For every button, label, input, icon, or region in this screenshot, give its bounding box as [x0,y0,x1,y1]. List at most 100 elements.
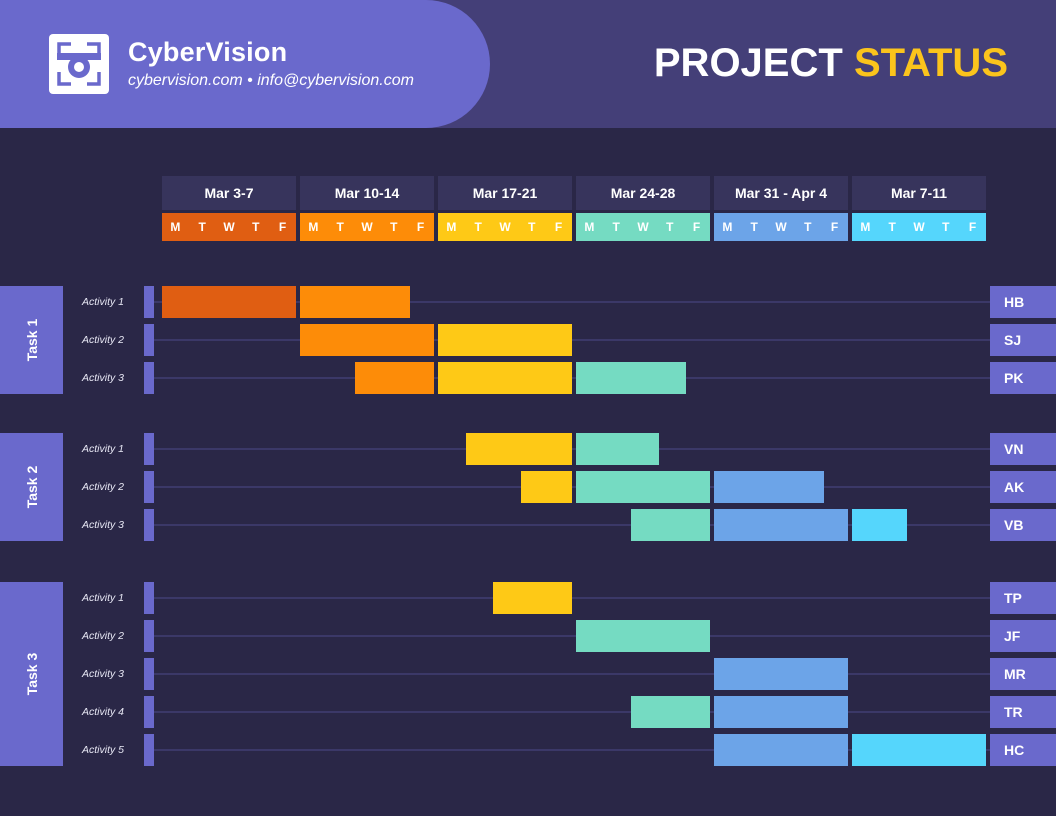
activity-bar[interactable] [576,433,659,465]
activity-bar[interactable] [631,509,710,541]
activity-bar[interactable] [300,324,434,356]
activity-bar[interactable] [576,362,687,394]
activity-bar[interactable] [852,734,986,766]
day-letter: W [637,220,649,234]
activity-bar[interactable] [355,362,434,394]
day-letter: T [252,220,260,234]
row-gridline [154,524,990,526]
assignee-badge: TR [990,696,1056,728]
activity-label: Activity 3 [81,519,124,531]
assignee-badge: PK [990,362,1056,394]
day-letter: T [750,220,758,234]
week-header: Mar 10-14 [300,176,434,210]
task-name: Task 2 [23,465,40,509]
activity-marker [144,582,154,614]
activity-bar[interactable] [465,433,572,465]
activity-bar[interactable] [576,620,710,652]
day-letter: T [888,220,896,234]
page-title: PROJECT STATUS [654,41,1008,86]
activity-marker [144,620,154,652]
task-name: Task 1 [23,318,40,362]
day-letter: T [612,220,620,234]
day-letter: M [860,220,871,234]
row-gridline [154,448,990,450]
day-letter: T [528,220,536,234]
assignee-badge: VN [990,433,1056,465]
day-letter: M [722,220,733,234]
row-gridline [154,377,990,379]
row-gridline [154,711,990,713]
title-main: PROJECT [653,41,843,85]
activity-label: Activity 3 [81,372,124,384]
activity-bar[interactable] [576,471,710,503]
activity-bar[interactable] [714,696,848,728]
row-gridline [154,301,990,303]
day-letter: W [499,220,511,234]
activity-bar[interactable] [438,362,572,394]
assignee-badge: SJ [990,324,1056,356]
task-label: Task 1 [0,286,63,394]
week-header: Mar 3-7 [162,176,296,210]
activity-bar[interactable] [438,324,572,356]
activity-label: Activity 1 [81,296,124,308]
activity-bar[interactable] [493,582,572,614]
activity-label: Activity 5 [81,744,124,756]
activity-marker [144,696,154,728]
title-accent: STATUS [853,41,1008,85]
assignee-badge: MR [990,658,1056,690]
row-gridline [154,486,990,488]
activity-bar[interactable] [300,286,411,318]
week-header: Mar 24-28 [576,176,710,210]
day-letter: T [804,220,812,234]
day-letter: F [554,220,563,234]
activity-bar[interactable] [852,509,908,541]
activity-label: Activity 2 [81,334,124,346]
activity-label: Activity 2 [81,630,124,642]
camera-logo-icon [49,34,109,94]
day-letter: F [692,220,701,234]
day-letter: W [775,220,787,234]
assignee-badge: TP [990,582,1056,614]
day-letter: F [278,220,287,234]
week-header: Mar 7-11 [852,176,986,210]
activity-bar[interactable] [714,509,848,541]
row-gridline [154,339,990,341]
activity-label: Activity 3 [81,668,124,680]
row-gridline [154,635,990,637]
activity-bar[interactable] [714,471,825,503]
day-letter: M [170,220,181,234]
activity-bar[interactable] [631,696,710,728]
activity-bar[interactable] [714,658,848,690]
week-header: Mar 31 - Apr 4 [714,176,848,210]
day-letter: F [416,220,425,234]
assignee-badge: HB [990,286,1056,318]
activity-bar[interactable] [714,734,848,766]
day-letter: M [308,220,319,234]
activity-bar[interactable] [162,286,296,318]
activity-marker [144,471,154,503]
day-letter: W [223,220,235,234]
task-name: Task 3 [23,652,40,696]
activity-bar[interactable] [520,471,572,503]
activity-marker [144,286,154,318]
day-letter: F [830,220,839,234]
day-letter: W [361,220,373,234]
row-gridline [154,597,990,599]
activity-marker [144,324,154,356]
row-gridline [154,749,990,751]
activity-marker [144,362,154,394]
day-letter: F [968,220,977,234]
day-letter: T [336,220,344,234]
assignee-badge: HC [990,734,1056,766]
day-letter: T [942,220,950,234]
activity-marker [144,734,154,766]
assignee-badge: VB [990,509,1056,541]
day-letter: T [390,220,398,234]
week-header: Mar 17-21 [438,176,572,210]
activity-label: Activity 1 [81,592,124,604]
